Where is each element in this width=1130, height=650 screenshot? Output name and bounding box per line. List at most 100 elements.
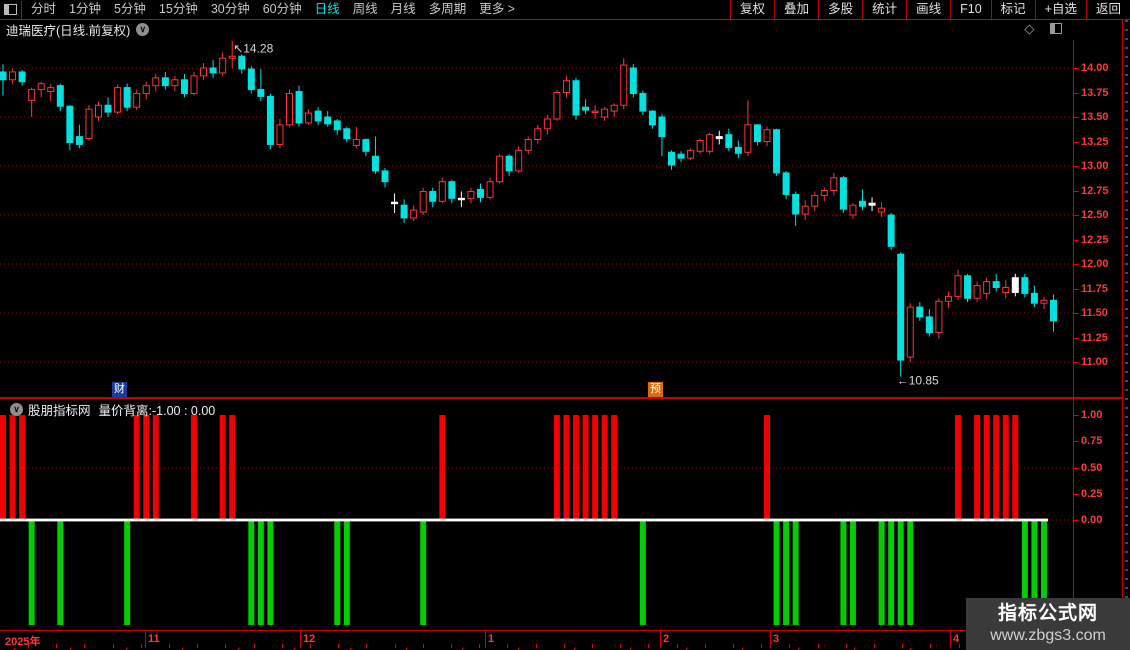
axis-minor-tick: [225, 644, 227, 648]
axis-minor-tick: [648, 644, 650, 648]
cutoff-tick: [182, 648, 183, 650]
period-tab-日线[interactable]: 日线: [314, 2, 340, 16]
axis-tick: [1073, 467, 1079, 469]
price-axis-label: 14.00: [1081, 62, 1109, 74]
axis-tick: [1073, 141, 1079, 143]
period-tab-30分钟[interactable]: 30分钟: [210, 2, 250, 16]
axis-minor-tick: [28, 644, 29, 648]
axis-minor-tick: [253, 644, 255, 648]
axis-tick: [1073, 337, 1079, 339]
indicator-axis-label: 1.00: [1081, 409, 1103, 421]
event-marker-预[interactable]: 预: [648, 382, 663, 397]
date-label-3: 3: [773, 633, 780, 645]
axis-tick: [1073, 362, 1079, 363]
axis-minor-tick: [733, 644, 734, 648]
indicator-axis-label: 0.50: [1081, 461, 1103, 474]
toolbar-button-返回[interactable]: 返回: [1085, 0, 1130, 19]
event-marker-财[interactable]: 财: [112, 382, 127, 397]
month-separator: [145, 631, 146, 648]
toolbar-button-画线[interactable]: 画线: [906, 0, 950, 19]
period-tab-更多 >[interactable]: 更多 >: [479, 2, 515, 16]
cutoff-tick: [350, 648, 351, 650]
indicator-chart[interactable]: [0, 398, 1073, 630]
axis-tick: [1073, 288, 1079, 290]
panel-separator[interactable]: [0, 397, 1122, 399]
window-panel-icon[interactable]: [0, 0, 22, 19]
price-axis-label: 13.75: [1081, 86, 1109, 99]
price-annotation: ↖14.28: [233, 42, 273, 56]
axis-minor-tick: [281, 644, 283, 648]
price-axis-label: 12.75: [1081, 184, 1109, 197]
axis-tick: [1073, 215, 1079, 216]
cutoff-tick: [518, 648, 519, 650]
cutoff-tick: [126, 648, 127, 650]
axis-minor-tick: [761, 644, 763, 648]
diamond-icon[interactable]: ◇: [1024, 21, 1041, 36]
watermark-title: 指标公式网: [997, 603, 1098, 624]
toolbar-button-统计[interactable]: 统计: [862, 0, 906, 19]
axis-minor-tick: [422, 644, 424, 648]
axis-minor-tick: [197, 644, 199, 648]
axis-minor-tick: [338, 644, 340, 648]
cutoff-tick: [462, 648, 463, 650]
axis-tick: [1073, 190, 1079, 192]
axis-minor-tick: [479, 644, 481, 648]
period-tab-月线[interactable]: 月线: [390, 2, 416, 16]
axis-tick: [1073, 239, 1079, 241]
chart-title: 迪瑞医疗(日线.前复权): [6, 24, 131, 38]
axis-tick: [1073, 68, 1079, 69]
layout-icon[interactable]: [1050, 23, 1062, 34]
indicator-site-label: 股朋指标网: [28, 404, 91, 418]
cutoff-tick: [742, 648, 743, 650]
axis-minor-tick: [535, 644, 537, 648]
date-label-2025年: 2025年: [5, 636, 41, 648]
indicator-value-label: 量价背离:-1.00 : 0.00: [98, 404, 216, 418]
period-tab-分时[interactable]: 分时: [31, 2, 57, 16]
month-separator: [950, 631, 951, 648]
date-axis[interactable]: 2025年 11 12 1 2 3 4: [0, 630, 1122, 649]
toolbar-button-标记[interactable]: 标记: [990, 0, 1035, 19]
axis-minor-tick: [310, 644, 311, 648]
top-toolbar: 分时 1分钟 5分钟 15分钟 30分钟 60分钟 日线 周线 月线 多周期 更多 > 复权 叠加 多股…: [0, 0, 1130, 20]
indicator-collapse-chevron-icon[interactable]: ∨: [10, 403, 23, 416]
axis-minor-tick: [140, 644, 142, 648]
title-row-icons[interactable]: ◇: [1024, 21, 1062, 37]
price-axis-label: 12.00: [1081, 258, 1109, 270]
period-tab-5分钟[interactable]: 5分钟: [113, 2, 146, 16]
axis-vertical-line: [1073, 40, 1074, 647]
period-tab-多周期[interactable]: 多周期: [428, 2, 467, 16]
price-axis-label: 11.25: [1081, 331, 1108, 344]
date-label-11: 11: [148, 633, 160, 645]
period-tab-1分钟[interactable]: 1分钟: [69, 2, 101, 16]
toolbar-button-复权[interactable]: 复权: [730, 0, 774, 19]
toolbar-button-F10[interactable]: F10: [950, 0, 991, 19]
toolbar-button-叠加[interactable]: 叠加: [774, 0, 818, 19]
cutoff-tick: [70, 648, 71, 650]
toolbar-button-+自选[interactable]: +自选: [1034, 0, 1086, 19]
axis-minor-tick: [56, 644, 58, 648]
price-axis-label: 12.50: [1081, 209, 1109, 221]
axis-tick: [1073, 493, 1079, 495]
toolbar-right-buttons: 复权 叠加 多股 统计 画线 F10 标记 +自选 返回: [730, 0, 1130, 19]
axis-minor-tick: [394, 644, 396, 648]
axis-tick: [1073, 92, 1079, 94]
date-label-4: 4: [953, 633, 960, 645]
candlestick-chart[interactable]: ↖14.28 ←10.85: [0, 40, 1073, 397]
axis-minor-tick: [817, 644, 819, 648]
title-collapse-chevron-icon[interactable]: ∨: [136, 23, 150, 36]
period-tab-15分钟[interactable]: 15分钟: [158, 2, 198, 16]
period-tab-周线[interactable]: 周线: [352, 2, 378, 16]
axis-minor-tick: [507, 644, 509, 648]
period-tab-60分钟[interactable]: 60分钟: [262, 2, 302, 16]
cutoff-tick: [798, 648, 799, 650]
axis-minor-tick: [930, 644, 932, 648]
cutoff-tick: [294, 648, 295, 650]
toolbar-button-多股[interactable]: 多股: [818, 0, 862, 19]
axis-minor-tick: [874, 644, 875, 648]
axis-minor-tick: [366, 644, 368, 648]
price-axis-label: 11.75: [1081, 282, 1108, 295]
indicator-header: ∨ 股朋指标网 量价背离:-1.00 : 0.00: [4, 400, 215, 419]
cutoff-tick: [630, 648, 631, 650]
right-collapsed-panel[interactable]: [1122, 20, 1130, 650]
